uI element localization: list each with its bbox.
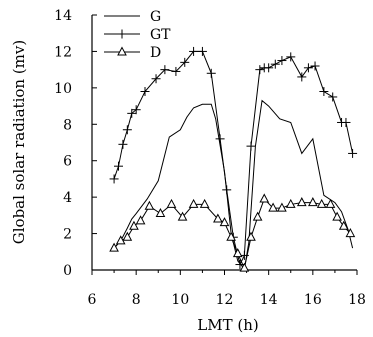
triangle-marker: [188, 198, 199, 208]
legend-item-g: G: [104, 9, 161, 25]
plus-marker: [303, 63, 313, 73]
triangle-marker: [155, 207, 166, 218]
legend-item-gt: GT: [104, 27, 171, 43]
legend-label: D: [150, 45, 161, 61]
triangle-marker: [122, 231, 133, 241]
plus-marker: [118, 139, 128, 149]
plus-marker: [180, 57, 190, 67]
x-ticks: 6 8 10 12 14 16 18: [88, 270, 366, 308]
plus-marker: [264, 63, 274, 73]
triangle-marker: [129, 220, 139, 230]
axes: [91, 15, 357, 271]
plus-marker: [140, 87, 150, 96]
plus-marker: [246, 141, 256, 151]
triangle-marker: [277, 202, 287, 212]
triangle-marker: [345, 228, 356, 238]
plus-marker: [151, 74, 161, 84]
y-tick-label: 12: [54, 44, 72, 60]
x-tick-label: 8: [132, 292, 141, 308]
plus-marker: [122, 125, 132, 135]
triangle-marker: [316, 198, 327, 208]
plus-marker: [297, 72, 307, 82]
legend-item-d: D: [104, 45, 161, 61]
y-tick-label: 6: [63, 154, 72, 170]
triangle-marker: [177, 211, 188, 221]
triangle-marker: [219, 217, 230, 227]
triangle-marker: [144, 200, 155, 210]
y-tick-label: 10: [54, 81, 72, 97]
plus-marker: [114, 161, 123, 171]
plus-marker: [206, 68, 216, 78]
triangle-marker: [232, 248, 243, 258]
triangle-marker: [285, 198, 296, 208]
plus-marker: [310, 61, 320, 71]
plus-marker: [222, 185, 232, 195]
triangle-marker: [296, 197, 307, 207]
plus-marker: [277, 56, 287, 66]
triangle-marker: [252, 211, 263, 221]
x-tick-label: 10: [171, 292, 189, 308]
triangle-marker: [199, 198, 210, 208]
x-axis-title: LMT (h): [197, 316, 258, 334]
plus-marker: [215, 134, 225, 144]
plus-marker: [341, 117, 351, 127]
x-tick-label: 16: [304, 292, 322, 308]
triangle-marker: [109, 242, 119, 252]
plus-marker: [117, 29, 127, 39]
x-tick-label: 12: [216, 292, 234, 308]
plus-marker: [286, 52, 296, 62]
series-d: [109, 193, 356, 272]
y-tick-label: 14: [54, 8, 72, 24]
plus-marker: [171, 66, 181, 76]
plus-marker: [255, 65, 265, 75]
triangle-marker: [332, 211, 342, 221]
series-group: [109, 46, 358, 272]
plus-marker: [328, 92, 338, 102]
plus-marker: [197, 46, 207, 56]
plus-marker: [131, 105, 141, 115]
triangle-marker: [166, 198, 177, 208]
y-tick-label: 8: [63, 117, 72, 133]
plus-marker: [270, 59, 280, 69]
triangle-marker: [338, 220, 349, 230]
triangle-marker: [213, 213, 223, 223]
y-tick-label: 4: [63, 190, 72, 206]
triangle-marker: [115, 235, 126, 245]
plus-marker: [160, 65, 170, 75]
x-tick-label: 6: [88, 292, 97, 308]
plus-marker: [348, 148, 358, 158]
plus-marker: [189, 46, 199, 56]
triangle-marker: [226, 231, 236, 241]
triangle-marker: [135, 215, 146, 225]
legend: G GT D: [104, 9, 171, 61]
legend-label: G: [150, 9, 161, 25]
triangle-marker: [117, 46, 127, 56]
triangle-marker: [259, 193, 270, 203]
plus-marker: [319, 87, 329, 96]
series-gt: [109, 46, 358, 270]
x-tick-label: 14: [260, 292, 278, 308]
plus-marker: [109, 174, 119, 184]
y-tick-label: 2: [63, 227, 72, 243]
x-tick-label: 18: [348, 292, 366, 308]
triangle-marker: [239, 262, 250, 272]
triangle-marker: [325, 198, 336, 208]
triangle-marker: [268, 202, 278, 212]
triangle-marker: [308, 197, 318, 207]
legend-label: GT: [150, 27, 171, 43]
triangle-marker: [246, 231, 256, 241]
y-tick-label: 0: [63, 263, 72, 279]
y-ticks: 0 2 4 6 8 10 12 14: [54, 8, 97, 279]
y-axis-title: Global solar radiation (mv): [10, 40, 28, 244]
plus-marker: [127, 108, 137, 118]
